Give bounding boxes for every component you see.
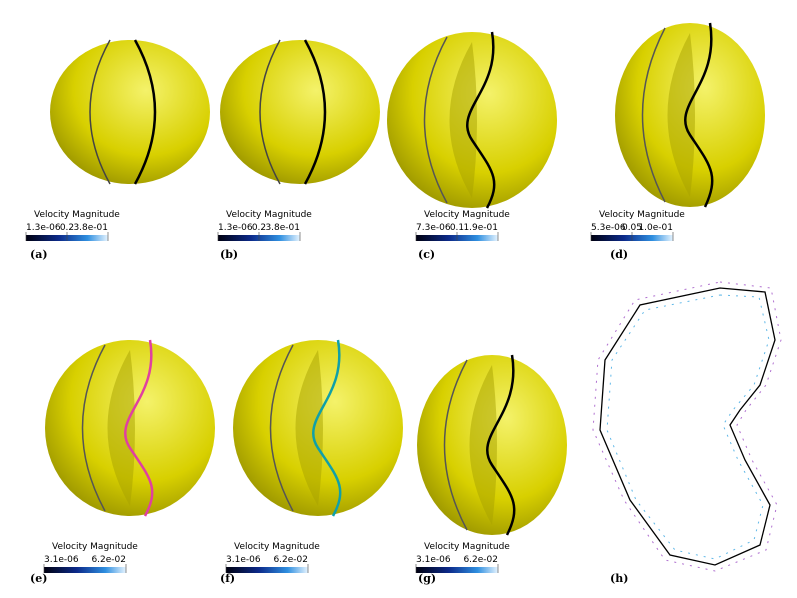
colorbar-tick: 6.2e-02 [463,555,498,565]
contour [89,39,111,185]
colorbar-tick: 1.0e-01 [638,223,673,233]
colorbar-tick: 3.1e-06 [44,555,79,565]
colorbar-title: Velocity Magnitude [599,210,685,220]
contour [486,354,516,536]
colorbar-title: Velocity Magnitude [424,542,510,552]
panel-label: (h) [610,572,628,585]
colorbar-tick: 3.8e-01 [73,223,108,233]
dimple [295,350,323,506]
contour [303,39,327,185]
colorbar [226,567,308,573]
colorbar-tick: 6.2e-02 [273,555,308,565]
panel-label: (a) [30,248,48,261]
contour [81,344,106,512]
colorbar [44,567,126,573]
contour [423,36,448,204]
colorbar-tick: 7.3e-06 [416,223,451,233]
contour [133,39,157,185]
contour [684,22,714,208]
cross-section-dots [592,281,782,572]
colorbar-tick: 1.9e-01 [463,223,498,233]
colorbar-tick: 0.1 [450,223,464,233]
cross-section [599,287,776,566]
colorbar [416,567,498,573]
colorbar-title: Velocity Magnitude [34,210,120,220]
colorbar-tick: 0.05 [622,223,642,233]
contour [466,31,496,209]
colorbar-title: Velocity Magnitude [424,210,510,220]
colorbar-tick: 1.3e-06 [218,223,253,233]
colorbar-tick: 0.2 [60,223,74,233]
colorbar-tick: 3.1e-06 [226,555,261,565]
colorbar-tick: 3.1e-06 [416,555,451,565]
contour [269,344,294,512]
panel-label: (b) [220,248,238,261]
colorbar-tick: 3.8e-01 [265,223,300,233]
colorbar-tick: 0.2 [252,223,266,233]
colorbar-tick: 5.3e-06 [591,223,626,233]
colorbar-tick: 1.3e-06 [26,223,61,233]
colorbar-tick: 6.2e-02 [91,555,126,565]
vesicle [50,40,210,184]
cross-section-dots [606,294,770,560]
panel-label: (g) [418,572,436,585]
panel-label: (e) [30,572,47,585]
vesicle [220,40,380,184]
contour [124,339,154,517]
dimple [469,365,497,525]
colorbar-title: Velocity Magnitude [234,542,320,552]
colorbar-title: Velocity Magnitude [226,210,312,220]
dimple [667,33,695,197]
dimple [107,350,135,506]
panel-label: (f) [220,572,235,585]
contour [443,359,468,531]
contour [312,339,342,517]
colorbar-title: Velocity Magnitude [52,542,138,552]
contour [259,39,281,185]
panel-label: (c) [418,248,435,261]
dimple [449,42,477,198]
contour [641,27,666,203]
panel-label: (d) [610,248,628,261]
